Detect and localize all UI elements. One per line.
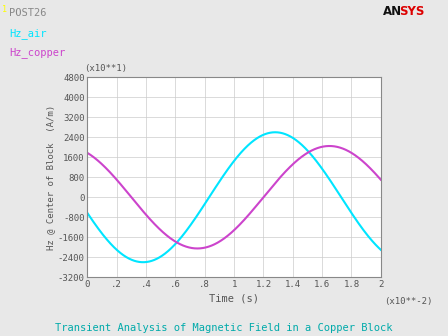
Text: SYS: SYS	[400, 5, 425, 18]
Text: Transient Analysis of Magnetic Field in a Copper Block: Transient Analysis of Magnetic Field in …	[55, 323, 393, 333]
Y-axis label: Hz @ Center of Block  (A/m): Hz @ Center of Block (A/m)	[46, 105, 55, 250]
Text: 1: 1	[2, 5, 7, 14]
Text: (x10**-2): (x10**-2)	[384, 297, 432, 306]
Text: Hz_copper: Hz_copper	[9, 47, 65, 58]
Text: AN: AN	[383, 5, 402, 18]
Text: Hz_air: Hz_air	[9, 29, 47, 39]
Text: POST26: POST26	[9, 8, 47, 18]
X-axis label: Time (s): Time (s)	[209, 293, 259, 303]
Text: (x10**1): (x10**1)	[84, 64, 127, 73]
